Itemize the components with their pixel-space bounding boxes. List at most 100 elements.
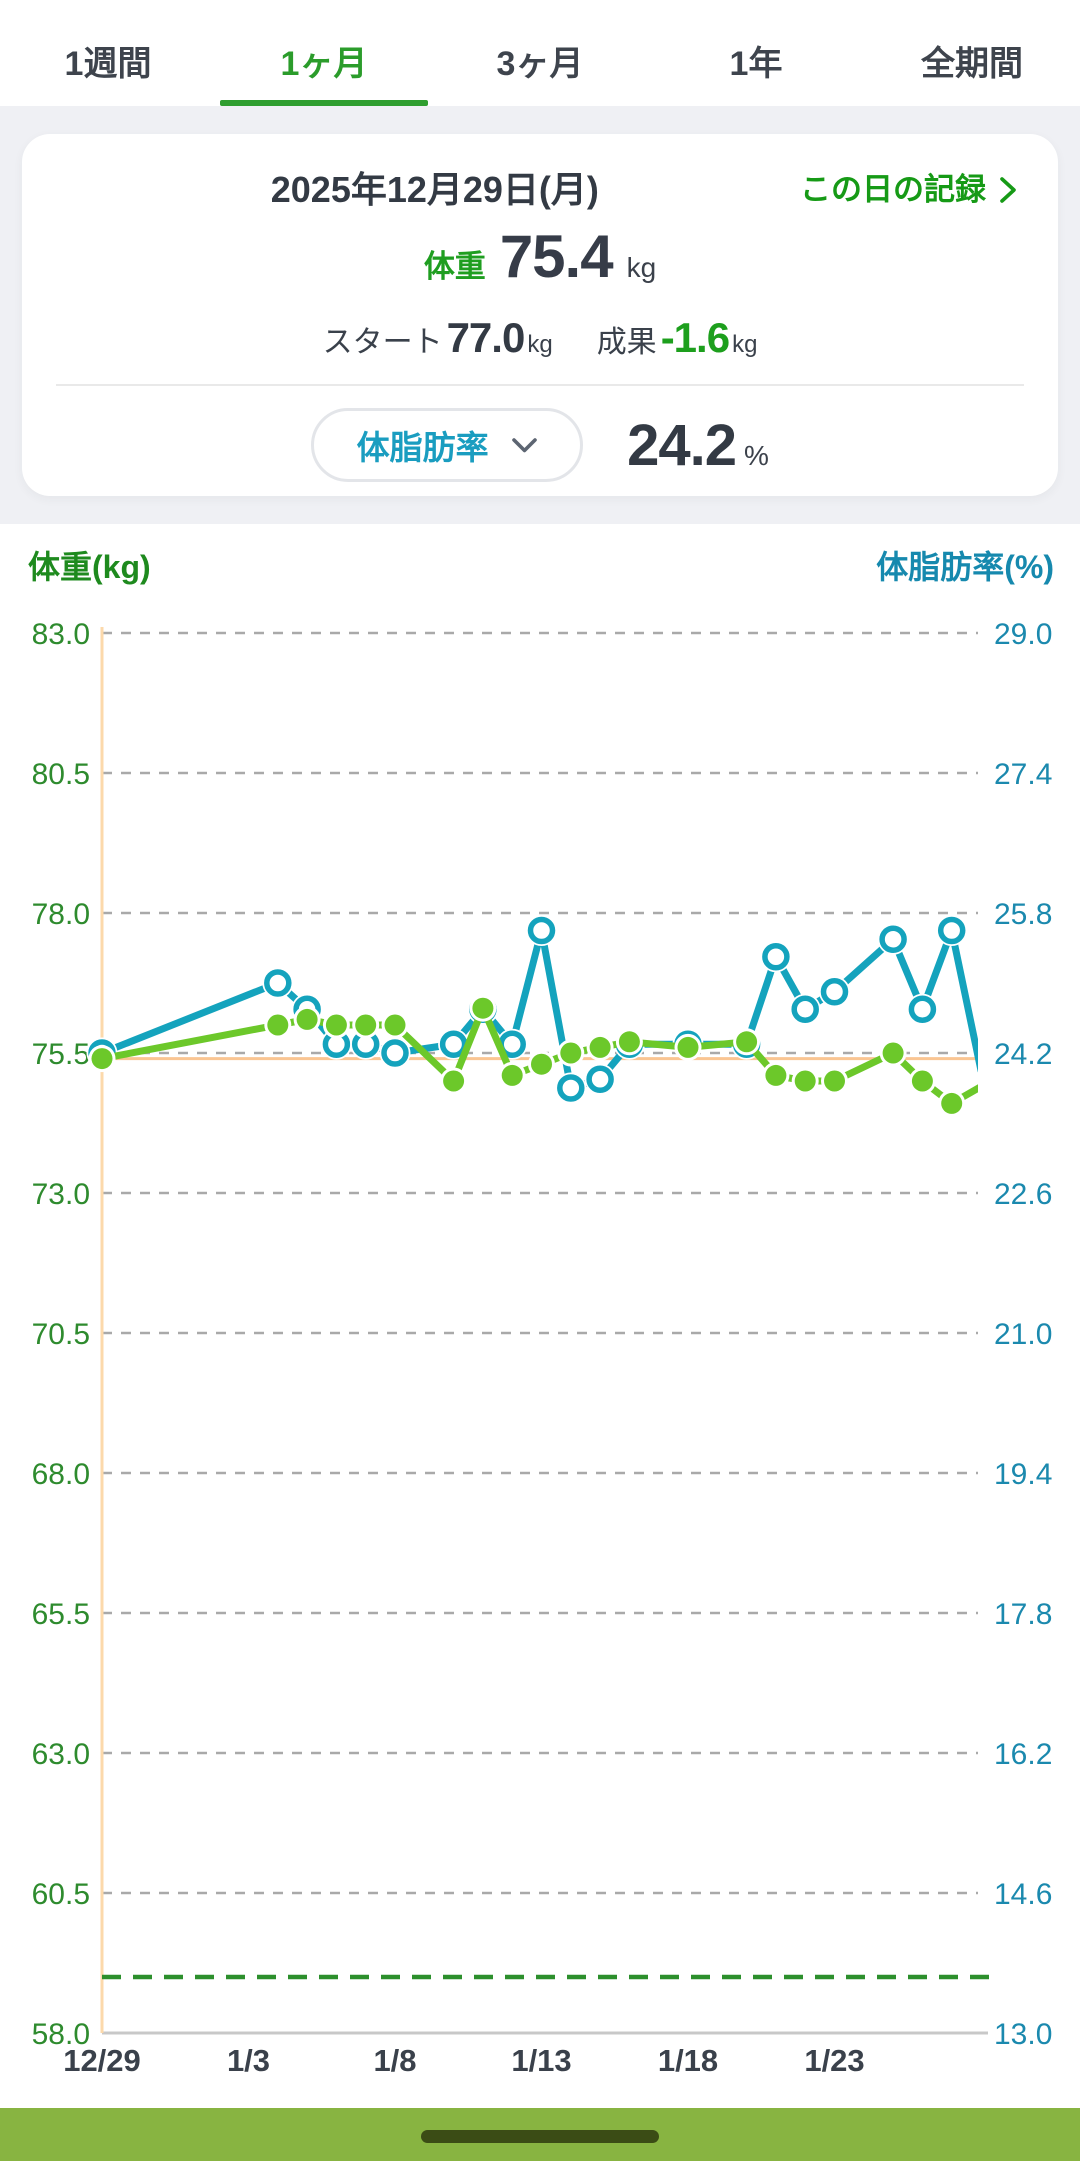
weight-unit: kg xyxy=(626,252,657,283)
right-axis-tick-label: 22.6 xyxy=(994,1178,1052,1211)
tab-1year[interactable]: 1年 xyxy=(648,0,864,106)
weight-point xyxy=(531,1053,552,1075)
weight-point xyxy=(794,1070,816,1092)
right-axis-title: 体脂肪率(%) xyxy=(876,549,1054,585)
weight-point xyxy=(384,1014,406,1036)
result-label: 成果 xyxy=(596,326,657,359)
right-axis-tick-label: 27.4 xyxy=(994,758,1052,791)
bottom-nav-bar xyxy=(0,2108,1080,2161)
right-axis-tick-label: 17.8 xyxy=(994,1598,1052,1631)
left-axis-title: 体重(kg) xyxy=(28,549,151,585)
chevron-down-icon xyxy=(511,437,537,452)
day-record-link-label: この日の記録 xyxy=(800,172,986,207)
active-tab-underline xyxy=(220,100,428,106)
bodyfat-point xyxy=(791,995,819,1023)
plot-series-group xyxy=(86,915,978,1117)
left-axis-tick-label: 73.0 xyxy=(32,1178,90,1211)
bodyfat-point xyxy=(527,916,556,945)
right-axis-tick-label: 29.0 xyxy=(994,618,1052,651)
home-indicator[interactable] xyxy=(421,2130,659,2143)
right-axis-tick-label: 13.0 xyxy=(994,2018,1052,2051)
metric-selector-dropdown[interactable]: 体脂肪率 xyxy=(311,408,584,482)
tab-3months-label: 3ヶ月 xyxy=(496,45,584,83)
right-axis-tick-label: 19.4 xyxy=(994,1458,1052,1491)
start-unit: kg xyxy=(527,331,553,358)
bodyfat-point xyxy=(908,995,937,1023)
tab-1week[interactable]: 1週間 xyxy=(0,0,216,106)
left-axis-tick-label: 60.5 xyxy=(32,1878,90,1911)
start-result-row: スタート 77.0 kg 成果 -1.6 kg xyxy=(62,314,1018,366)
bodyfat-point xyxy=(879,925,907,953)
right-axis-tick-label: 14.6 xyxy=(994,1878,1052,1911)
result-value: -1.6 xyxy=(660,314,730,361)
weight-point xyxy=(472,997,494,1019)
weight-point xyxy=(267,1014,289,1036)
weight-point xyxy=(736,1031,758,1053)
left-axis-tick-label: 70.5 xyxy=(32,1318,90,1351)
result-unit: kg xyxy=(732,331,758,358)
weight-bodyfat-chart[interactable]: 83.0 29.0 80.5 27.4 78.0 25.8 75.5 24.2 73.0 22.6… xyxy=(0,524,1080,2108)
card-divider xyxy=(56,384,1024,386)
summary-section: 2025年12月29日(月) この日の記録 体重 75.4 kg スタート 77… xyxy=(0,106,1080,524)
left-axis-tick-label: 68.0 xyxy=(32,1458,90,1491)
tab-all-period[interactable]: 全期間 xyxy=(864,0,1080,106)
right-axis-tick-label: 21.0 xyxy=(994,1318,1052,1351)
start-value: 77.0 xyxy=(446,314,526,361)
day-record-link[interactable]: この日の記録 xyxy=(800,170,1018,210)
bodyfat-point xyxy=(557,1074,585,1102)
left-axis-tick-label: 65.5 xyxy=(32,1598,90,1631)
metric-value: 24.2 xyxy=(627,412,737,478)
weight-point xyxy=(325,1014,347,1036)
metric-value-group: 24.2 % xyxy=(627,412,769,479)
weight-point xyxy=(501,1064,523,1086)
right-axis-tick-label: 24.2 xyxy=(994,1038,1052,1071)
tab-1year-label: 1年 xyxy=(729,45,783,83)
left-axis-tick-label: 78.0 xyxy=(32,898,90,931)
tab-1week-label: 1週間 xyxy=(64,45,152,83)
left-axis-tick-label: 75.5 xyxy=(32,1038,90,1071)
left-axis-tick-label: 63.0 xyxy=(32,1738,90,1771)
weight-point xyxy=(91,1048,113,1070)
chevron-right-icon xyxy=(1000,177,1016,203)
tab-1month-label: 1ヶ月 xyxy=(280,45,368,83)
metric-unit: % xyxy=(743,439,769,471)
summary-card: 2025年12月29日(月) この日の記録 体重 75.4 kg スタート 77… xyxy=(22,134,1058,496)
chart-section: 体重(kg) 体脂肪率(%) 83.0 29.0 80.5 27.4 78.0 25.8 7… xyxy=(0,524,1080,2108)
left-axis-tick-label: 58.0 xyxy=(32,2018,90,2051)
start-label: スタート xyxy=(322,326,443,359)
weight-point xyxy=(824,1070,845,1092)
x-axis-tick-label: 1/23 xyxy=(804,2043,864,2078)
metric-selector-label: 体脂肪率 xyxy=(356,429,489,466)
right-axis-tick-label: 16.2 xyxy=(994,1738,1052,1771)
weight-label: 体重 xyxy=(423,249,486,284)
bodyfat-point xyxy=(264,969,292,997)
weight-point xyxy=(941,1092,963,1114)
weight-point xyxy=(589,1036,611,1058)
left-axis-tick-label: 80.5 xyxy=(32,758,90,791)
bodyfat-point xyxy=(762,943,790,971)
bodyfat-point xyxy=(439,1030,468,1058)
period-tabs: 1週間 1ヶ月 3ヶ月 1年 全期間 xyxy=(0,0,1080,106)
tab-all-period-label: 全期間 xyxy=(921,45,1023,83)
weight-summary: 体重 75.4 kg xyxy=(62,222,1018,308)
weight-point xyxy=(765,1064,787,1086)
bodyfat-point xyxy=(586,1065,614,1093)
weight-point xyxy=(882,1042,904,1064)
tab-3months[interactable]: 3ヶ月 xyxy=(432,0,648,106)
x-axis-tick-label: 1/8 xyxy=(373,2043,416,2078)
date-row: 2025年12月29日(月) この日の記録 xyxy=(62,168,1018,212)
tab-1month[interactable]: 1ヶ月 xyxy=(216,0,432,106)
weight-point xyxy=(677,1036,699,1058)
weight-point xyxy=(911,1070,933,1092)
left-axis-tick-label: 83.0 xyxy=(32,618,90,651)
weight-point xyxy=(618,1031,640,1053)
bodyfat-point xyxy=(937,916,966,945)
bodyfat-point xyxy=(820,978,849,1006)
weight-point xyxy=(355,1014,377,1036)
x-axis-tick-label: 1/3 xyxy=(227,2043,270,2078)
x-axis-tick-label: 1/18 xyxy=(658,2043,718,2078)
weight-line-path xyxy=(98,1004,978,1107)
bodyfat-point xyxy=(381,1039,409,1067)
weight-point xyxy=(560,1042,582,1064)
